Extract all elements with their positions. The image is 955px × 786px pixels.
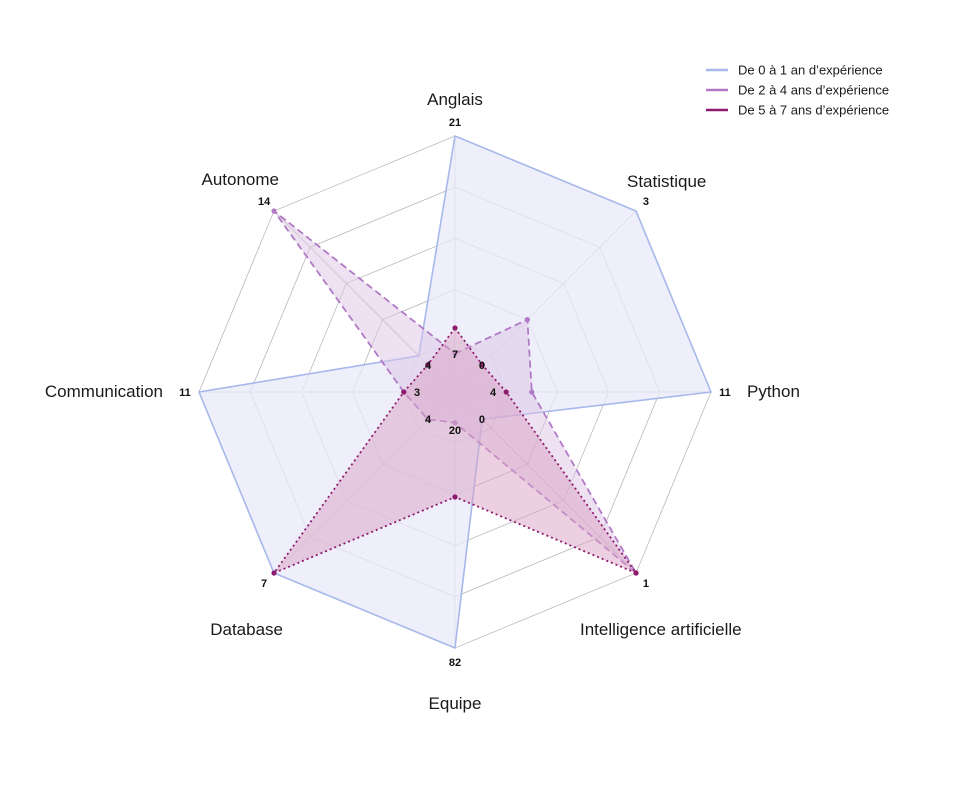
value-label-s1-python: 11 [719,387,731,399]
value-label-s1-autonome: 14 [258,196,271,208]
series-3-point-autonome [425,362,431,368]
axis-labels: Anglais Statistique Python Intelligence art… [45,90,800,713]
value-label-s1-database: 7 [261,578,267,590]
series-2-point-statistique [524,317,531,323]
axis-label-communication: Communication [45,382,163,401]
series-3-point-intelligence-artificielle [633,570,639,576]
series-2-point-autonome [271,208,277,214]
value-label-s2-statistique: 0 [479,360,485,372]
series-3-point-equipe [452,494,458,500]
axis-label-intelligence-artificielle: Intelligence artificielle [580,620,742,639]
series-2-point-python [529,389,535,395]
axis-label-database: Database [210,620,283,639]
radar-series [197,134,713,650]
legend-entry-3: De 5 à 7 ans d’expérience [738,103,889,118]
value-label-s1-intelligence-artificielle: 1 [643,578,649,590]
value-label-s2-autonome: 4 [425,360,432,372]
legend-entry-1: De 0 à 1 an d’expérience [738,63,883,78]
series-3-point-statistique [479,362,485,368]
legend: De 0 à 1 an d’expérience De 2 à 4 ans d’e… [706,63,889,118]
legend-entry-2: De 2 à 4 ans d’expérience [738,83,889,98]
axis-label-python: Python [747,382,800,401]
value-label-s1-statistique: 3 [643,196,649,208]
value-label-s2-python: 4 [490,387,497,399]
series-3-point-anglais [452,325,458,331]
series-3-point-database [271,570,277,576]
value-label-s1-anglais: 21 [449,117,461,129]
value-label-s2-database: 4 [425,414,432,426]
axis-label-anglais: Anglais [427,90,483,109]
value-label-s2-intelligence-artificielle: 0 [479,414,485,426]
series-3-point-communication [401,389,407,395]
axis-label-equipe: Equipe [429,694,482,713]
value-label-s2-communication: 3 [414,387,420,399]
value-label-s1-communication: 11 [179,387,191,399]
value-label-s1-equipe: 82 [449,657,461,669]
value-label-s2-anglais: 7 [452,349,458,361]
series-3-point-python [503,389,509,395]
axis-label-statistique: Statistique [627,172,706,191]
value-label-s2-equipe: 20 [449,425,461,437]
axis-label-autonome: Autonome [202,170,280,189]
